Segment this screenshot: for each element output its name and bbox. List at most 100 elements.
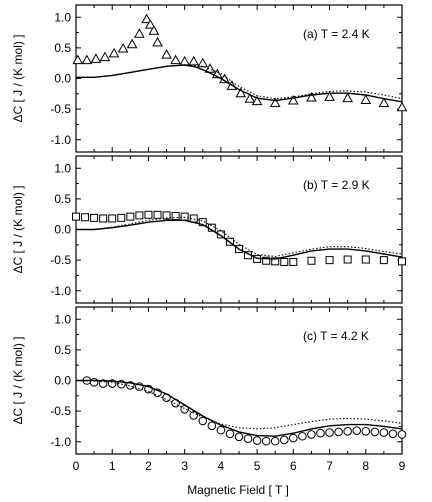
y-tick-label: -1.0 bbox=[50, 435, 71, 449]
circle-marker bbox=[343, 427, 352, 436]
y-tick-label: -1.0 bbox=[50, 133, 71, 147]
square-marker bbox=[144, 210, 153, 219]
circle-marker bbox=[243, 434, 253, 443]
y-tick-label: 0.5 bbox=[54, 343, 71, 357]
square-marker bbox=[198, 218, 207, 227]
triangle-marker bbox=[251, 95, 263, 106]
circle-marker bbox=[352, 426, 362, 436]
circle-marker bbox=[334, 427, 343, 437]
triangle-marker bbox=[396, 101, 408, 112]
dotted-curve bbox=[76, 216, 403, 257]
square-marker bbox=[271, 257, 280, 266]
y-axis-title: ΔC [ J / (K mol) ] bbox=[11, 336, 25, 424]
square-marker bbox=[117, 213, 126, 222]
circle-marker bbox=[261, 436, 271, 446]
panel-bottom: 0 1 2 3 4 5 6 7 8 9 -1.0 -0.5 0.0 0.5 1.0 ΔC [ J / (K m… bbox=[11, 306, 407, 473]
dotted-curve bbox=[76, 64, 403, 100]
triangle-marker bbox=[148, 25, 160, 35]
triangle-marker bbox=[324, 91, 335, 101]
square-marker bbox=[280, 257, 289, 266]
panel-top: -1.0 -0.5 0.0 0.5 1.0 ΔC [ J / (K mol) ] (a) T… bbox=[11, 4, 408, 153]
square-marker bbox=[361, 255, 370, 264]
square-marker bbox=[379, 256, 388, 265]
panels: -1.0 -0.5 0.0 0.5 1.0 ΔC [ J / (K mol) ] (a) T… bbox=[11, 4, 408, 473]
triangle-marker bbox=[81, 54, 93, 65]
triangle-marker bbox=[141, 13, 152, 24]
circle-marker bbox=[207, 421, 217, 431]
circle-marker bbox=[89, 378, 99, 387]
square-marker bbox=[108, 214, 117, 223]
square-marker bbox=[398, 257, 406, 266]
square-marker bbox=[180, 212, 189, 221]
y-tick-label: -0.5 bbox=[50, 404, 71, 418]
circle-marker bbox=[252, 436, 262, 445]
square-marker bbox=[99, 214, 108, 223]
circle-marker bbox=[234, 432, 244, 442]
triangle-marker bbox=[287, 95, 299, 105]
triangle-marker bbox=[188, 55, 200, 66]
circle-marker bbox=[379, 428, 389, 437]
circle-marker bbox=[316, 428, 325, 438]
triangle-marker bbox=[90, 53, 102, 63]
circle-marker bbox=[325, 428, 334, 437]
x-axis-title: Magnetic Field [ T ] bbox=[187, 483, 289, 497]
triangle-marker bbox=[197, 57, 209, 68]
square-marker bbox=[153, 210, 162, 219]
circle-marker bbox=[397, 430, 407, 439]
circle-marker bbox=[225, 429, 235, 439]
square-marker bbox=[289, 257, 298, 266]
triangle-marker bbox=[117, 42, 129, 53]
x-tick-label: 7 bbox=[326, 459, 333, 473]
triangle-marker bbox=[235, 87, 247, 98]
triangle-marker bbox=[72, 54, 84, 65]
triangle-marker bbox=[170, 54, 181, 65]
panel-middle: -1.0 -0.5 0.0 0.5 1.0 ΔC [ J / (K mol) ] (b) T… bbox=[11, 155, 406, 304]
x-tick-label: 1 bbox=[109, 459, 116, 473]
circle-marker bbox=[361, 427, 371, 436]
circle-marker bbox=[279, 435, 289, 445]
circle-marker bbox=[307, 430, 316, 439]
square-marker bbox=[126, 212, 135, 221]
solid-curve bbox=[76, 219, 403, 260]
square-marker bbox=[81, 213, 90, 222]
triangle-marker bbox=[108, 47, 120, 58]
square-marker bbox=[216, 230, 225, 239]
y-tick-label: -0.5 bbox=[50, 253, 71, 267]
x-tick-label: 0 bbox=[73, 459, 80, 473]
dotted-curve bbox=[75, 379, 403, 430]
square-marker bbox=[72, 212, 80, 221]
triangle-marker bbox=[269, 97, 281, 107]
triangle-marker bbox=[378, 97, 390, 107]
y-axis-title: ΔC [ J / (K mol) ] bbox=[11, 185, 25, 273]
y-tick-label: 0.5 bbox=[54, 41, 71, 55]
y-tick-label: 1.0 bbox=[54, 10, 71, 24]
triangle-marker bbox=[244, 93, 256, 103]
y-tick-label: -0.5 bbox=[50, 102, 71, 116]
solid-curve bbox=[76, 379, 403, 437]
square-marker bbox=[325, 256, 334, 265]
triangle-marker bbox=[126, 38, 138, 49]
square-marker bbox=[135, 211, 144, 220]
circle-marker bbox=[216, 425, 226, 435]
triangle-marker bbox=[99, 51, 111, 62]
panel-annotation: (b) T = 2.9 K bbox=[303, 178, 370, 192]
y-tick-label: 1.0 bbox=[54, 161, 71, 175]
square-marker bbox=[262, 256, 271, 265]
y-tick-label: 1.0 bbox=[54, 312, 71, 326]
circle-marker bbox=[289, 433, 298, 443]
x-tick-label: 8 bbox=[362, 459, 369, 473]
x-tick-label: 6 bbox=[290, 459, 297, 473]
square-marker bbox=[171, 212, 180, 221]
square-marker bbox=[162, 211, 171, 220]
x-tick-label: 5 bbox=[254, 459, 261, 473]
x-tick-label: 9 bbox=[399, 459, 406, 473]
y-tick-label: 0.5 bbox=[54, 192, 71, 206]
square-marker bbox=[343, 255, 352, 264]
triangle-marker bbox=[179, 55, 191, 66]
panel-annotation: (a) T = 2.4 K bbox=[303, 27, 370, 41]
x-tick-label: 4 bbox=[218, 459, 225, 473]
y-tick-label: 0.0 bbox=[54, 223, 71, 237]
y-axis-title: ΔC [ J / (K mol) ] bbox=[11, 34, 25, 122]
y-tick-label: -1.0 bbox=[50, 284, 71, 298]
triangle-marker bbox=[342, 92, 354, 103]
